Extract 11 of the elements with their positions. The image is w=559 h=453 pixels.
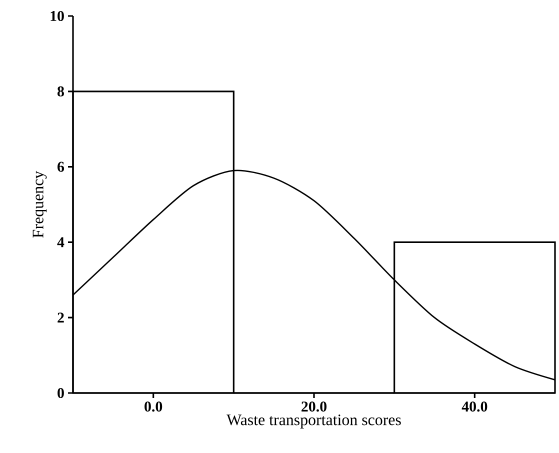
y-tick-label: 0 bbox=[58, 388, 64, 398]
y-tick-label: 8 bbox=[58, 86, 64, 96]
y-tick-label: 2 bbox=[58, 312, 64, 323]
x-axis-title: Waste transportation scores bbox=[226, 414, 401, 428]
y-tick-label: 4 bbox=[57, 237, 64, 248]
x-tick-label: 40.0 bbox=[462, 402, 488, 412]
x-tick-label: 20.0 bbox=[302, 402, 327, 412]
x-tick-label: 0.0 bbox=[144, 402, 162, 412]
y-tick-label: 6 bbox=[58, 162, 64, 172]
y-tick-label: 10 bbox=[50, 10, 64, 22]
y-axis-title: Frequency bbox=[32, 170, 47, 238]
